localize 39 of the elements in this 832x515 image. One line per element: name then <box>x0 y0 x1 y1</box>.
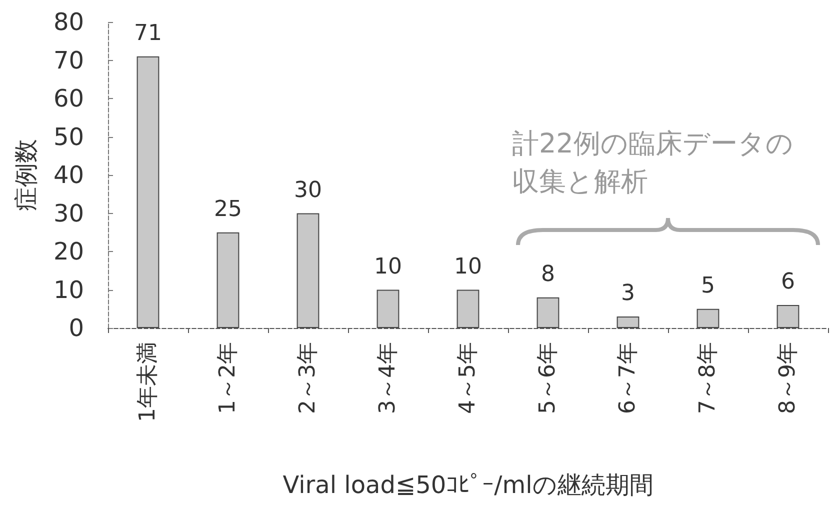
x-tick-label: 2～3年 <box>296 342 320 414</box>
data-label: 8 <box>541 262 555 287</box>
annotation: 計22例の臨床データの収集と解析 <box>512 128 794 198</box>
y-tick-label: 20 <box>53 238 84 266</box>
x-tick-label: 1年未満 <box>136 342 160 422</box>
y-tick-label: 0 <box>68 314 84 342</box>
data-label: 10 <box>454 254 482 280</box>
y-tick-label: 80 <box>53 8 84 36</box>
bar <box>456 290 480 328</box>
x-tick-label: 1～2年 <box>216 342 240 414</box>
data-label: 3 <box>621 281 635 306</box>
x-axis-title: Viral load≦50ｺﾋﾟｰ/mlの継続期間 <box>282 471 654 499</box>
y-tick-label: 10 <box>53 276 84 304</box>
bar <box>536 297 560 328</box>
y-tick-label: 70 <box>53 46 84 74</box>
bar <box>696 308 720 328</box>
x-tick-label: 3～4年 <box>376 342 400 414</box>
y-axis-title: 症例数 <box>12 139 40 211</box>
x-tick-label: 4～5年 <box>456 342 480 414</box>
y-tick-label: 40 <box>53 161 84 189</box>
data-label: 10 <box>374 254 402 280</box>
data-label: 30 <box>294 178 322 203</box>
bar <box>216 232 240 328</box>
x-tick-label: 7～8年 <box>696 342 720 414</box>
bar <box>136 56 160 328</box>
x-tick-label: 6～7年 <box>616 342 640 414</box>
data-label: 6 <box>781 270 795 295</box>
bar <box>376 290 400 328</box>
x-tick-label: 8～9年 <box>776 342 800 414</box>
data-label: 25 <box>214 196 242 222</box>
y-tick-label: 50 <box>53 122 84 151</box>
bar <box>296 213 320 328</box>
data-label: 71 <box>134 20 162 46</box>
bar <box>776 305 800 328</box>
data-label: 5 <box>701 273 715 298</box>
y-tick-label: 60 <box>53 84 84 112</box>
bar <box>616 316 640 328</box>
y-tick-label: 30 <box>53 199 84 228</box>
x-tick-label: 5～6年 <box>536 342 560 414</box>
